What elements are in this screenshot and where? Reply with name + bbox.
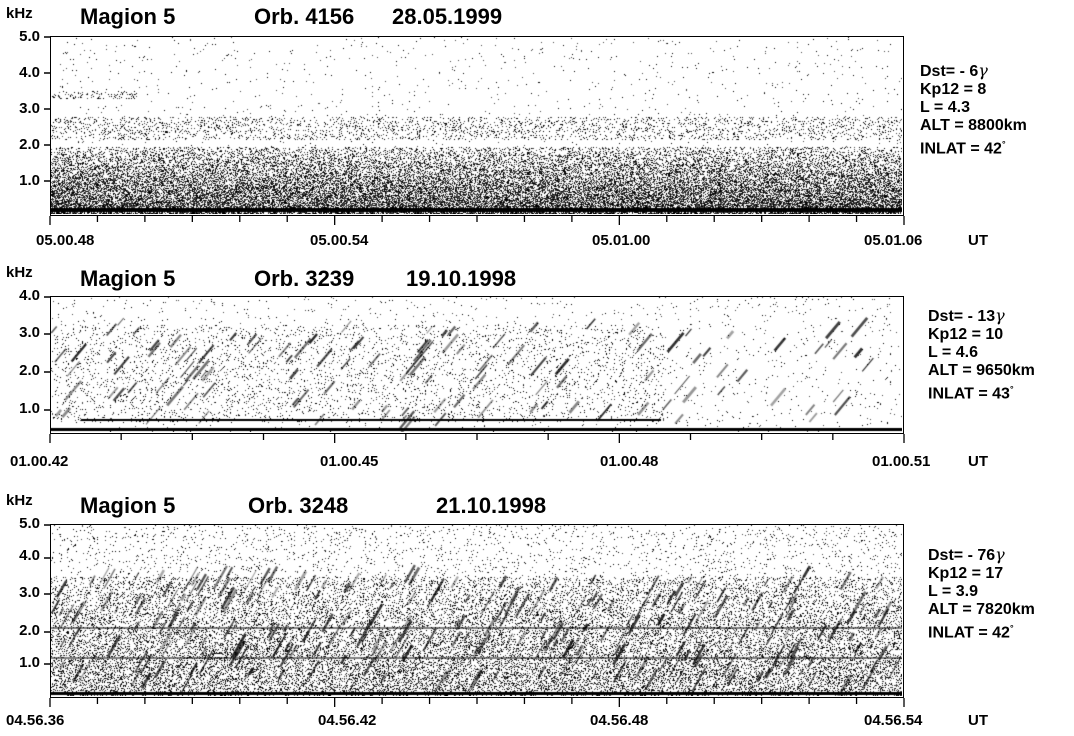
x-tick-label: 04.56.42 (318, 712, 377, 729)
y-tick-label: 3.0 (19, 324, 40, 341)
dst-value: Dst= - 13γ (928, 306, 1005, 326)
altitude-value: ALT = 9650km (928, 362, 1035, 379)
axis-ticks (44, 36, 905, 225)
y-tick-label: 3.0 (19, 584, 40, 601)
spectrogram-plot (50, 524, 904, 698)
y-tick-label: 2.0 (19, 362, 40, 379)
l-shell-value: L = 3.9 (928, 583, 978, 600)
orbit-number: Orb. 3239 (254, 266, 355, 291)
y-tick-label: 3.0 (19, 100, 40, 117)
x-tick-label: 01.00.48 (600, 453, 659, 470)
dst-value: Dst= - 76γ (928, 545, 1005, 565)
unit-label: kHz (6, 492, 33, 509)
y-tick-label: 5.0 (19, 28, 40, 45)
x-tick-label: 05.00.54 (310, 232, 369, 249)
spectrogram-image (51, 525, 902, 696)
unit-label: kHz (6, 264, 33, 281)
ut-label: UT (968, 453, 988, 470)
date-label: 21.10.1998 (436, 493, 547, 518)
unit-label: kHz (6, 5, 33, 22)
x-tick-label: 05.00.48 (36, 232, 95, 249)
altitude-value: ALT = 7820km (928, 601, 1035, 618)
x-tick-label: 01.00.42 (10, 453, 69, 470)
inlat-value: INLAT = 43° (928, 384, 1014, 403)
y-tick-label: 2.0 (19, 136, 40, 153)
spectrogram-panel-2: kHz Magion 5 Orb. 3239 19.10.1998 4.0 3.… (0, 262, 1074, 482)
spectrogram-image (51, 37, 902, 214)
y-tick-label: 4.0 (19, 547, 40, 564)
altitude-value: ALT = 8800km (920, 117, 1027, 134)
kp-value: Kp12 = 10 (928, 326, 1004, 343)
x-tick-label: 04.56.54 (864, 712, 923, 729)
orbit-number: Orb. 4156 (254, 4, 355, 29)
spectrogram-plot (50, 36, 904, 216)
y-tick-label: 1.0 (19, 172, 40, 189)
spectrogram-image (51, 297, 902, 432)
spectrogram-panel-3: kHz Magion 5 Orb. 3248 21.10.1998 5.0 4.… (0, 490, 1074, 736)
kp-value: Kp12 = 8 (920, 81, 987, 98)
orbit-parameters: Dst= - 6γ Kp12 = 8 L = 4.3 ALT = 8800km … (920, 62, 1027, 158)
x-tick-label: 01.00.45 (320, 453, 379, 470)
y-tick-label: 4.0 (19, 287, 40, 304)
spectrogram-panel-1: kHz Magion 5 Orb. 4156 28.05.1999 5.0 4.… (0, 0, 1074, 250)
y-tick-label: 4.0 (19, 64, 40, 81)
inlat-value: INLAT = 42° (928, 623, 1014, 642)
orbit-parameters: Dst= - 76γ Kp12 = 17 L = 3.9 ALT = 7820k… (928, 546, 1035, 642)
date-label: 28.05.1999 (392, 4, 503, 29)
l-shell-value: L = 4.6 (928, 344, 978, 361)
y-tick-label: 5.0 (19, 515, 40, 532)
x-tick-label: 04.56.48 (590, 712, 649, 729)
kp-value: Kp12 = 17 (928, 565, 1004, 582)
l-shell-value: L = 4.3 (920, 99, 970, 116)
x-tick-label: 01.00.51 (872, 453, 931, 470)
axis-ticks (44, 296, 905, 443)
spectrogram-plot (50, 296, 904, 434)
x-tick-label: 04.56.36 (6, 712, 65, 729)
satellite-name: Magion 5 (80, 493, 176, 518)
satellite-name: Magion 5 (80, 4, 176, 29)
satellite-name: Magion 5 (80, 266, 176, 291)
ut-label: UT (968, 232, 988, 249)
y-tick-label: 1.0 (19, 654, 40, 671)
x-tick-label: 05.01.06 (864, 232, 923, 249)
orbit-parameters: Dst= - 13γ Kp12 = 10 L = 4.6 ALT = 9650k… (928, 307, 1035, 403)
date-label: 19.10.1998 (406, 266, 517, 291)
y-tick-label: 1.0 (19, 400, 40, 417)
axis-ticks (44, 524, 905, 707)
x-tick-label: 05.01.00 (592, 232, 651, 249)
ut-label: UT (968, 712, 988, 729)
dst-value: Dst= - 6γ (920, 61, 988, 81)
orbit-number: Orb. 3248 (248, 493, 349, 518)
inlat-value: INLAT = 42° (920, 139, 1006, 158)
y-tick-label: 2.0 (19, 622, 40, 639)
